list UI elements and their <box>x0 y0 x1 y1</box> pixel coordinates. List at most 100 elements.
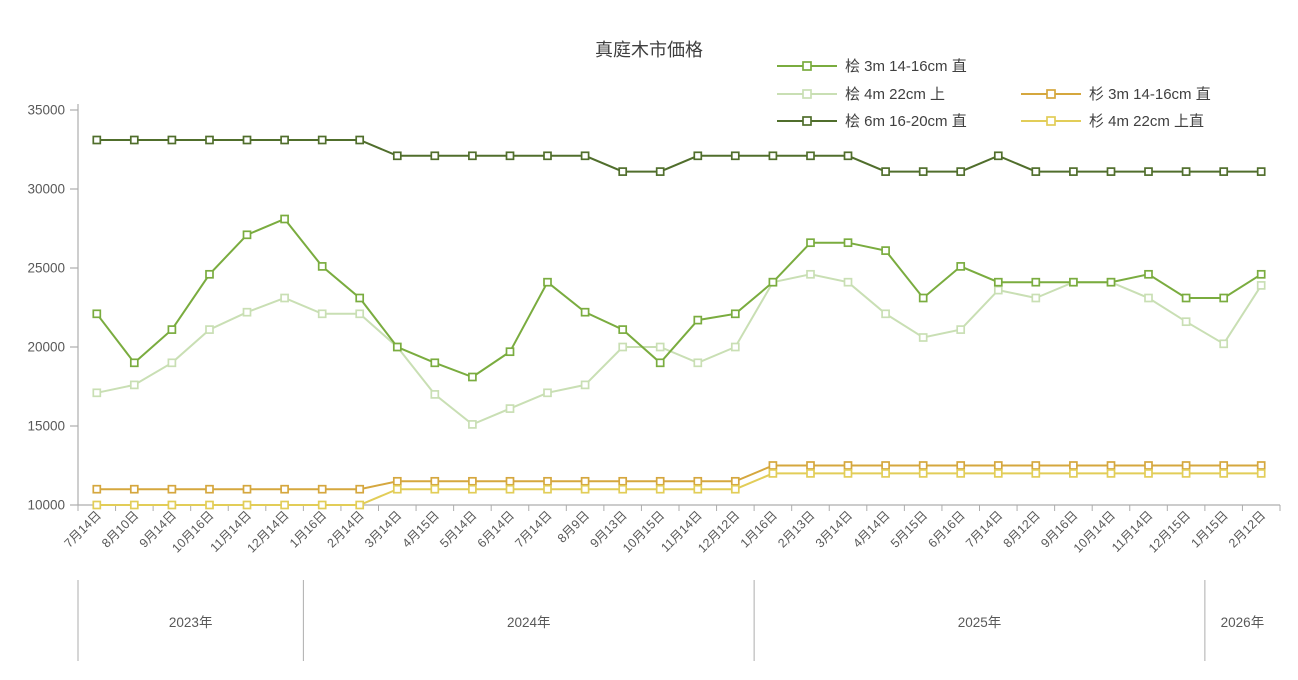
x-axis: 7月14日8月10日9月14日10月16日11月14日12月14日1月16日2月… <box>62 504 1281 555</box>
data-point-marker <box>505 347 515 357</box>
data-point-marker <box>430 476 440 486</box>
data-point-marker <box>1144 469 1153 478</box>
data-point-marker <box>768 277 778 287</box>
data-point-marker <box>505 476 515 486</box>
data-point-marker <box>1144 461 1153 470</box>
data-point-marker <box>317 135 327 145</box>
data-point-marker <box>806 151 815 161</box>
series-line <box>96 139 1262 173</box>
data-point-marker <box>92 484 102 494</box>
legend-swatch-marker <box>1046 89 1056 99</box>
x-tick-label: 10月16日 <box>169 508 216 555</box>
x-tick-label: 8月12日 <box>1001 508 1043 550</box>
data-point-marker <box>1106 469 1116 478</box>
series-line <box>96 217 1262 379</box>
data-point-marker <box>242 484 252 494</box>
x-tick-label: 7月14日 <box>963 508 1005 550</box>
data-point-marker <box>1106 461 1116 470</box>
series-line <box>96 464 1262 491</box>
data-point-marker <box>543 484 552 494</box>
data-point-marker <box>280 135 289 145</box>
data-point-marker <box>618 342 628 352</box>
data-point-marker <box>881 246 890 255</box>
data-point-marker <box>355 309 365 319</box>
data-point-marker <box>918 469 928 478</box>
x-tick-label: 7月14日 <box>512 508 554 550</box>
y-tick-label: 25000 <box>27 261 65 276</box>
legend-swatch-marker <box>802 116 812 126</box>
data-point-marker <box>317 262 327 271</box>
y-tick-label: 20000 <box>27 340 65 355</box>
data-point-marker <box>468 151 477 161</box>
data-point-marker <box>1256 269 1266 279</box>
data-point-marker <box>618 476 628 486</box>
data-point-marker <box>280 484 289 494</box>
data-point-marker <box>1256 469 1266 478</box>
data-point-marker <box>468 372 477 382</box>
data-point-marker <box>355 500 365 510</box>
data-point-marker <box>956 461 966 470</box>
data-point-marker <box>993 285 1003 295</box>
data-point-marker <box>1144 293 1153 303</box>
data-point-marker <box>655 358 665 368</box>
x-tick-label: 1月15日 <box>1188 508 1230 550</box>
legend-item-4: 杉 4m 22cm 上直 <box>1021 113 1204 130</box>
data-point-marker <box>468 476 477 486</box>
data-point-marker <box>167 500 177 510</box>
data-point-marker <box>205 135 214 145</box>
data-point-marker <box>918 333 928 342</box>
data-point-marker <box>730 151 740 161</box>
data-point-marker <box>167 325 177 334</box>
data-point-marker <box>1031 293 1041 303</box>
data-point-marker <box>92 309 102 319</box>
data-point-marker <box>167 484 177 494</box>
x-tick-label: 8月9日 <box>555 508 592 545</box>
data-point-marker <box>730 476 740 486</box>
data-point-marker <box>1069 461 1078 470</box>
data-point-marker <box>167 358 177 368</box>
data-point-marker <box>730 342 740 352</box>
x-tick-label: 10月14日 <box>1071 508 1118 555</box>
x-tick-label: 2月14日 <box>325 508 367 550</box>
data-point-marker <box>242 307 252 317</box>
x-tick-label: 6月14日 <box>475 508 517 550</box>
data-point-marker <box>993 151 1003 161</box>
data-point-marker <box>730 309 740 319</box>
data-point-marker <box>92 135 102 145</box>
data-point-marker <box>993 461 1003 470</box>
data-point-marker <box>280 214 289 224</box>
legend-label: 杉 3m 14-16cm 直 <box>1089 86 1211 103</box>
data-point-marker <box>468 420 477 429</box>
x-tick-label: 7月14日 <box>62 508 104 550</box>
data-point-marker <box>280 293 289 303</box>
data-point-marker <box>468 484 477 494</box>
x-tick-label: 12月15日 <box>1146 508 1193 555</box>
data-point-marker <box>129 380 139 390</box>
data-point-marker <box>543 277 552 287</box>
data-point-marker <box>205 484 214 494</box>
y-tick-label: 35000 <box>27 103 65 118</box>
data-point-marker <box>806 469 815 478</box>
data-point-marker <box>956 469 966 478</box>
year-label: 2023年 <box>169 615 213 630</box>
data-point-marker <box>918 293 928 303</box>
legend-item-1: 桧 4m 22cm 上 <box>777 86 945 103</box>
data-point-marker <box>129 135 139 145</box>
data-point-marker <box>993 277 1003 287</box>
data-point-marker <box>505 151 515 161</box>
data-point-marker <box>543 151 552 161</box>
data-point-marker <box>92 388 102 398</box>
x-tick-label: 1月16日 <box>738 508 780 550</box>
data-point-marker <box>843 469 853 478</box>
data-point-marker <box>768 461 778 470</box>
data-point-marker <box>843 238 853 248</box>
data-point-marker <box>693 484 703 494</box>
data-point-marker <box>843 277 853 287</box>
data-point-marker <box>242 500 252 510</box>
data-point-marker <box>355 293 365 303</box>
x-tick-label: 6月16日 <box>926 508 968 550</box>
year-axis: 2023年 2024年 2025年 2026年 <box>77 580 1264 661</box>
data-point-marker <box>1031 277 1041 287</box>
